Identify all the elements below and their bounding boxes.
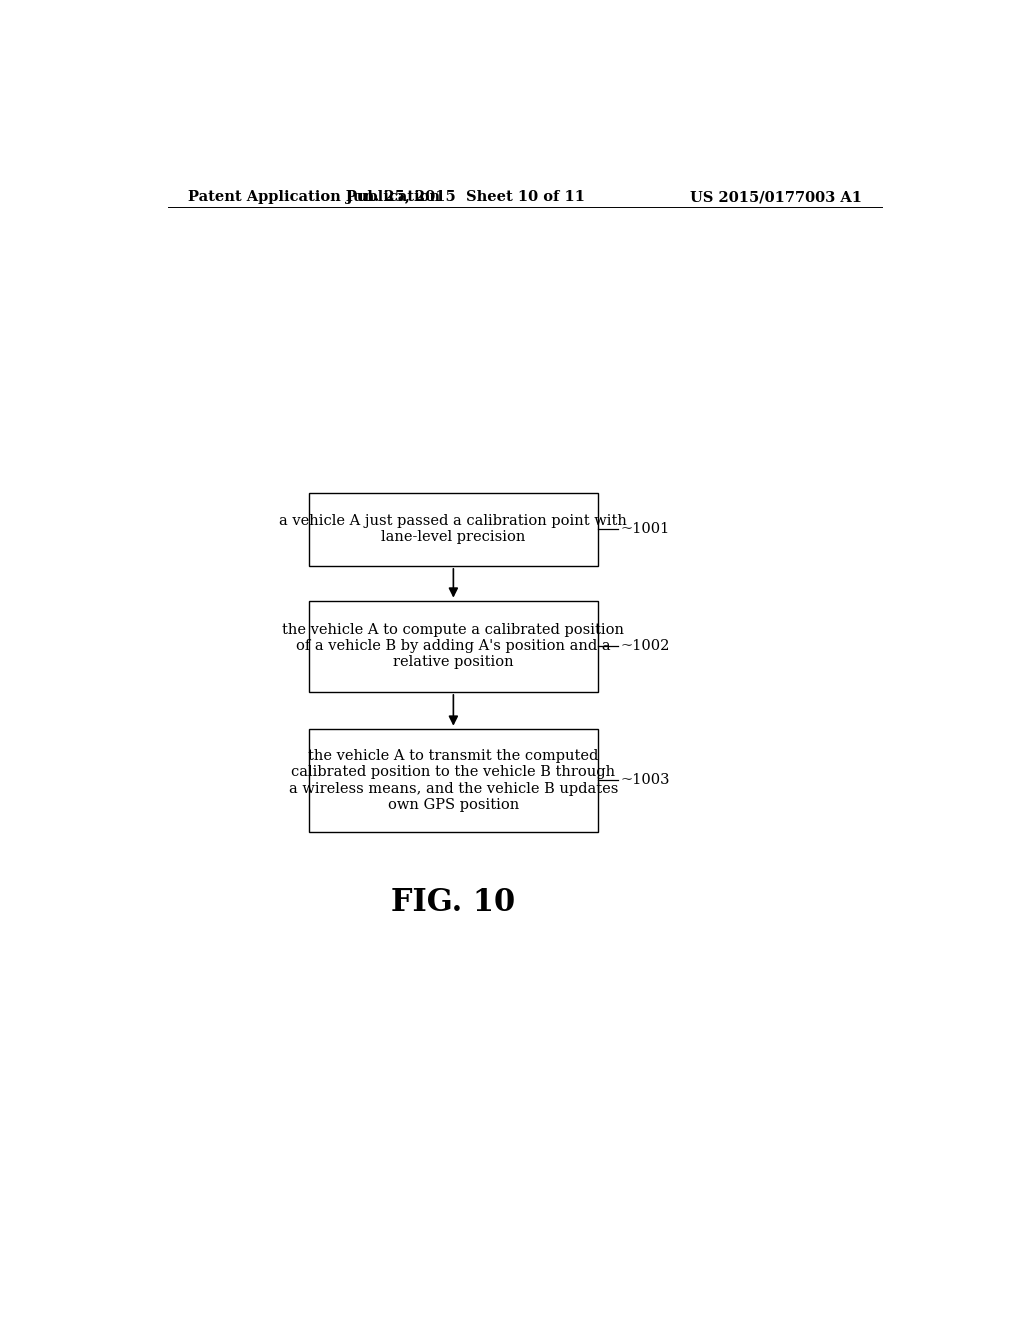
Text: US 2015/0177003 A1: US 2015/0177003 A1 — [690, 190, 862, 205]
Text: Jun. 25, 2015  Sheet 10 of 11: Jun. 25, 2015 Sheet 10 of 11 — [346, 190, 585, 205]
Text: FIG. 10: FIG. 10 — [391, 887, 515, 917]
Text: the vehicle A to transmit the computed
calibrated position to the vehicle B thro: the vehicle A to transmit the computed c… — [289, 750, 618, 812]
Text: a vehicle A just passed a calibration point with
lane-level precision: a vehicle A just passed a calibration po… — [280, 515, 628, 544]
Bar — [308, 601, 598, 692]
Bar — [308, 492, 598, 566]
Text: ~1003: ~1003 — [621, 774, 670, 788]
Text: ~1002: ~1002 — [621, 639, 670, 653]
Bar — [308, 729, 598, 833]
Text: ~1001: ~1001 — [621, 523, 670, 536]
Text: the vehicle A to compute a calibrated position
of a vehicle B by adding A's posi: the vehicle A to compute a calibrated po… — [283, 623, 625, 669]
Text: Patent Application Publication: Patent Application Publication — [187, 190, 439, 205]
